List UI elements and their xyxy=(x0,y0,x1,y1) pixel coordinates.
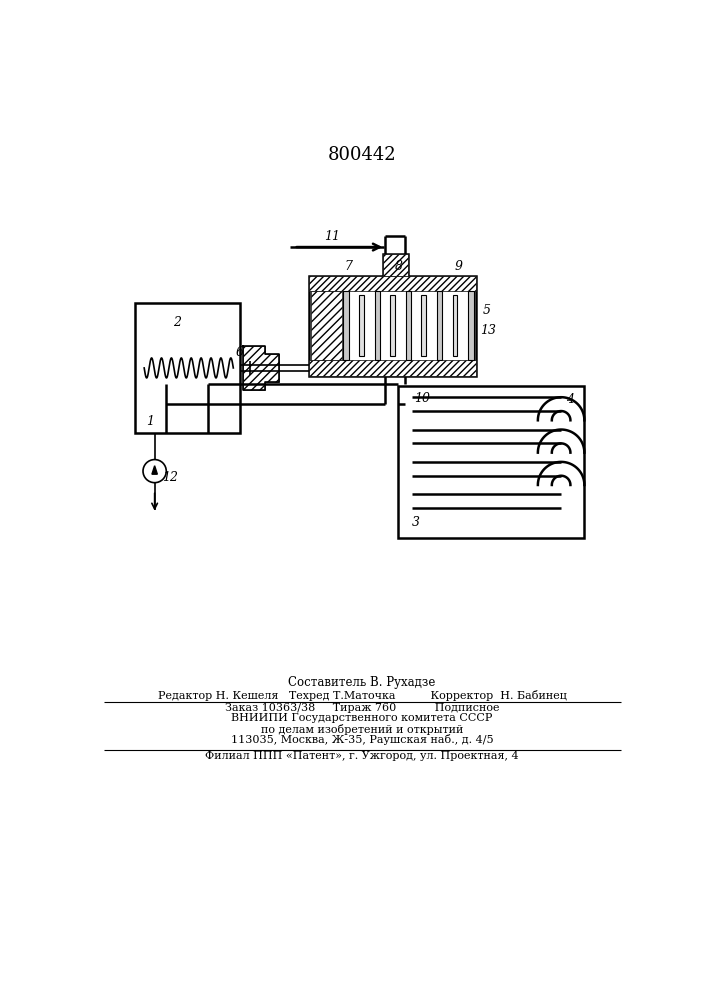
Text: 113035, Москва, Ж-35, Раушская наб., д. 4/5: 113035, Москва, Ж-35, Раушская наб., д. … xyxy=(230,734,493,745)
Bar xyxy=(383,254,408,276)
Bar xyxy=(468,291,474,360)
Text: 6: 6 xyxy=(235,346,243,359)
Bar xyxy=(311,291,341,360)
Text: 4: 4 xyxy=(566,393,574,406)
Bar xyxy=(309,276,476,291)
Bar xyxy=(390,295,395,356)
Bar xyxy=(375,291,380,360)
Bar xyxy=(406,291,411,360)
Text: 11: 11 xyxy=(325,230,341,243)
Bar xyxy=(359,295,363,356)
Bar xyxy=(309,276,476,376)
Text: 13: 13 xyxy=(480,324,496,337)
Bar xyxy=(344,291,349,360)
Polygon shape xyxy=(152,466,158,474)
Text: 7: 7 xyxy=(344,260,352,273)
Text: 1: 1 xyxy=(146,415,154,428)
Bar xyxy=(383,254,408,276)
Bar xyxy=(452,295,457,356)
Text: 2: 2 xyxy=(173,316,182,329)
Text: 8: 8 xyxy=(395,260,403,273)
Text: по делам изобретений и открытий: по делам изобретений и открытий xyxy=(261,724,463,735)
Text: 10: 10 xyxy=(414,392,431,405)
Text: Составитель В. Рухадзе: Составитель В. Рухадзе xyxy=(288,676,436,689)
Text: 5: 5 xyxy=(483,304,491,317)
Bar xyxy=(309,360,476,376)
Text: 800442: 800442 xyxy=(327,146,396,164)
Text: 3: 3 xyxy=(411,516,419,529)
Text: Редактор Н. Кешеля   Техред Т.Маточка          Корректор  Н. Бабинец: Редактор Н. Кешеля Техред Т.Маточка Корр… xyxy=(158,690,566,701)
Text: 12: 12 xyxy=(162,471,178,484)
Bar xyxy=(437,291,443,360)
Bar xyxy=(135,303,240,433)
Bar xyxy=(421,295,426,356)
Bar xyxy=(398,386,585,538)
Text: Заказ 10363/38     Тираж 760           Подписное: Заказ 10363/38 Тираж 760 Подписное xyxy=(225,703,499,713)
Text: ВНИИПИ Государственного комитета СССР: ВНИИПИ Государственного комитета СССР xyxy=(231,713,493,723)
Text: Филиал ППП «Патент», г. Ужгород, ул. Проектная, 4: Филиал ППП «Патент», г. Ужгород, ул. Про… xyxy=(205,751,519,761)
Text: 9: 9 xyxy=(455,260,463,273)
